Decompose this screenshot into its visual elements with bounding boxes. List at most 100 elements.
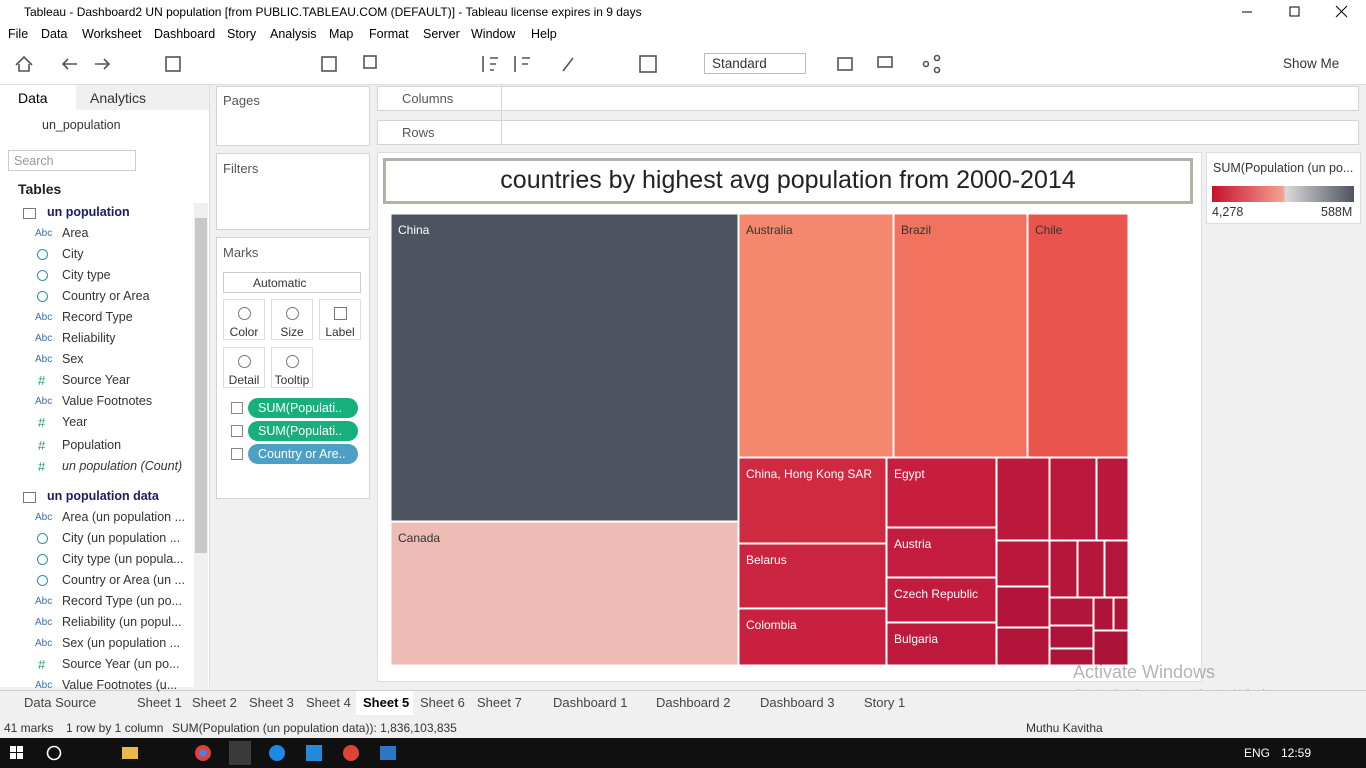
field[interactable]: Reliability (un popul...	[62, 615, 182, 629]
field[interactable]: Source Year	[62, 373, 131, 387]
field[interactable]: Year	[62, 415, 88, 429]
treemap-label: Bulgaria	[894, 632, 938, 646]
menu-item[interactable]: Map	[329, 27, 354, 41]
menu-item[interactable]: Data	[41, 27, 68, 41]
treemap-tile[interactable]	[886, 457, 997, 528]
sheet-tab[interactable]: Data Source	[24, 695, 97, 710]
sheet-tab[interactable]: Sheet 6	[420, 695, 465, 710]
pill-icon	[231, 425, 243, 437]
field[interactable]: Sex	[62, 352, 84, 366]
mode-dropdown[interactable]	[704, 53, 806, 74]
treemap-tile[interactable]	[390, 213, 739, 522]
treemap-tile[interactable]	[886, 527, 997, 578]
table-icon	[23, 208, 36, 219]
status-user[interactable]: Muthu Kavitha	[1026, 721, 1103, 735]
field-icon: #	[38, 438, 46, 453]
menu-item[interactable]: Dashboard	[154, 27, 216, 41]
clock[interactable]: 12:59	[1281, 746, 1312, 760]
sheet-tab[interactable]: Sheet 3	[249, 695, 294, 710]
pill[interactable]	[248, 398, 358, 418]
treemap-tile[interactable]	[738, 608, 887, 666]
menu-item[interactable]: Analysis	[270, 27, 317, 41]
menu-item[interactable]: File	[8, 27, 29, 41]
menu-item[interactable]: Help	[531, 27, 557, 41]
field[interactable]: City type (un popula...	[62, 552, 184, 566]
field[interactable]: Country or Area (un ...	[62, 573, 185, 587]
field[interactable]: Sex (un population ...	[62, 636, 181, 650]
window-controls[interactable]	[1230, 0, 1366, 24]
treemap-tile[interactable]	[996, 627, 1050, 666]
treemap-tile[interactable]	[390, 521, 739, 666]
field[interactable]: Area (un population ...	[62, 510, 185, 524]
treemap-tile[interactable]	[1113, 597, 1129, 631]
pill-label: SUM(Populati..	[258, 424, 343, 438]
treemap-tile[interactable]	[1104, 540, 1129, 598]
field[interactable]: Record Type	[62, 310, 133, 324]
field[interactable]: City type	[62, 268, 111, 282]
treemap-tile[interactable]	[738, 543, 887, 609]
search-box[interactable]	[8, 150, 136, 171]
datasource[interactable]: un_population	[42, 118, 121, 132]
treemap-tile[interactable]	[1093, 630, 1129, 666]
menu-item[interactable]: Format	[369, 27, 409, 41]
sheet-tab[interactable]: Sheet 7	[477, 695, 522, 710]
treemap-tile[interactable]	[1027, 213, 1129, 458]
field[interactable]: Value Footnotes (u...	[62, 678, 178, 692]
treemap-tile[interactable]	[1049, 648, 1094, 666]
pill-label: SUM(Populati..	[258, 401, 343, 415]
field[interactable]: Source Year (un po...	[62, 657, 180, 671]
field[interactable]: Area	[62, 226, 89, 240]
tab[interactable]: Data	[18, 90, 48, 106]
menu-item[interactable]: Story	[227, 27, 257, 41]
treemap-tile[interactable]	[1049, 540, 1078, 598]
mark-type-dropdown[interactable]	[223, 272, 361, 293]
treemap-tile[interactable]	[996, 457, 1050, 541]
menu-item[interactable]: Worksheet	[82, 27, 142, 41]
field[interactable]: City	[62, 247, 84, 261]
sheet-tab[interactable]: Sheet 4	[306, 695, 351, 710]
tab[interactable]: Analytics	[90, 90, 147, 106]
field[interactable]: un population (Count)	[62, 459, 183, 473]
sheet-tab[interactable]: Dashboard 3	[760, 695, 835, 710]
treemap-tile[interactable]	[1049, 457, 1097, 541]
field[interactable]: City (un population ...	[62, 531, 181, 545]
treemap-tile[interactable]	[886, 577, 997, 623]
field[interactable]: Reliability	[62, 331, 116, 345]
table-name[interactable]: un population data	[47, 489, 159, 503]
treemap-tile[interactable]	[893, 213, 1028, 458]
sheet-tab[interactable]: Dashboard 2	[656, 695, 731, 710]
scroll-thumb[interactable]	[195, 218, 207, 553]
field[interactable]: Value Footnotes	[62, 394, 153, 408]
treemap-tile[interactable]	[1049, 625, 1094, 649]
mark-button[interactable]	[271, 347, 313, 388]
treemap-tile[interactable]	[996, 540, 1050, 587]
show-me[interactable]: Show Me	[1283, 56, 1340, 71]
menu-item[interactable]: Server	[423, 27, 460, 41]
sheet-tab[interactable]: Sheet 2	[192, 695, 237, 710]
treemap-tile[interactable]	[1093, 597, 1114, 631]
sheet-tab[interactable]: Story 1	[864, 695, 906, 710]
sheet-tab[interactable]: Dashboard 1	[553, 695, 628, 710]
menu-item[interactable]: Window	[471, 27, 516, 41]
mark-button[interactable]	[319, 299, 361, 340]
field[interactable]: Country or Area	[62, 289, 150, 303]
field[interactable]: Population	[62, 438, 122, 452]
treemap-tile[interactable]	[1077, 540, 1105, 598]
language[interactable]: ENG	[1244, 746, 1271, 760]
sheet-tab[interactable]: Sheet 1	[137, 695, 182, 710]
geo-icon	[37, 291, 48, 302]
treemap-tile[interactable]	[738, 457, 887, 544]
sheet-tab[interactable]: Sheet 5	[363, 695, 410, 710]
taskbar-icons	[10, 741, 396, 765]
status-sum: SUM(Population (un population data)): 1,…	[172, 721, 457, 735]
treemap-tile[interactable]	[886, 622, 997, 666]
pill[interactable]	[248, 444, 358, 464]
treemap-tile[interactable]	[738, 213, 894, 458]
pill[interactable]	[248, 421, 358, 441]
treemap-tile[interactable]	[996, 586, 1050, 628]
field[interactable]: Record Type (un po...	[62, 594, 182, 608]
treemap-tile[interactable]	[1096, 457, 1129, 541]
treemap-tile[interactable]	[1049, 597, 1094, 626]
filters-shelf	[216, 153, 370, 230]
table-name[interactable]: un population	[47, 205, 130, 219]
